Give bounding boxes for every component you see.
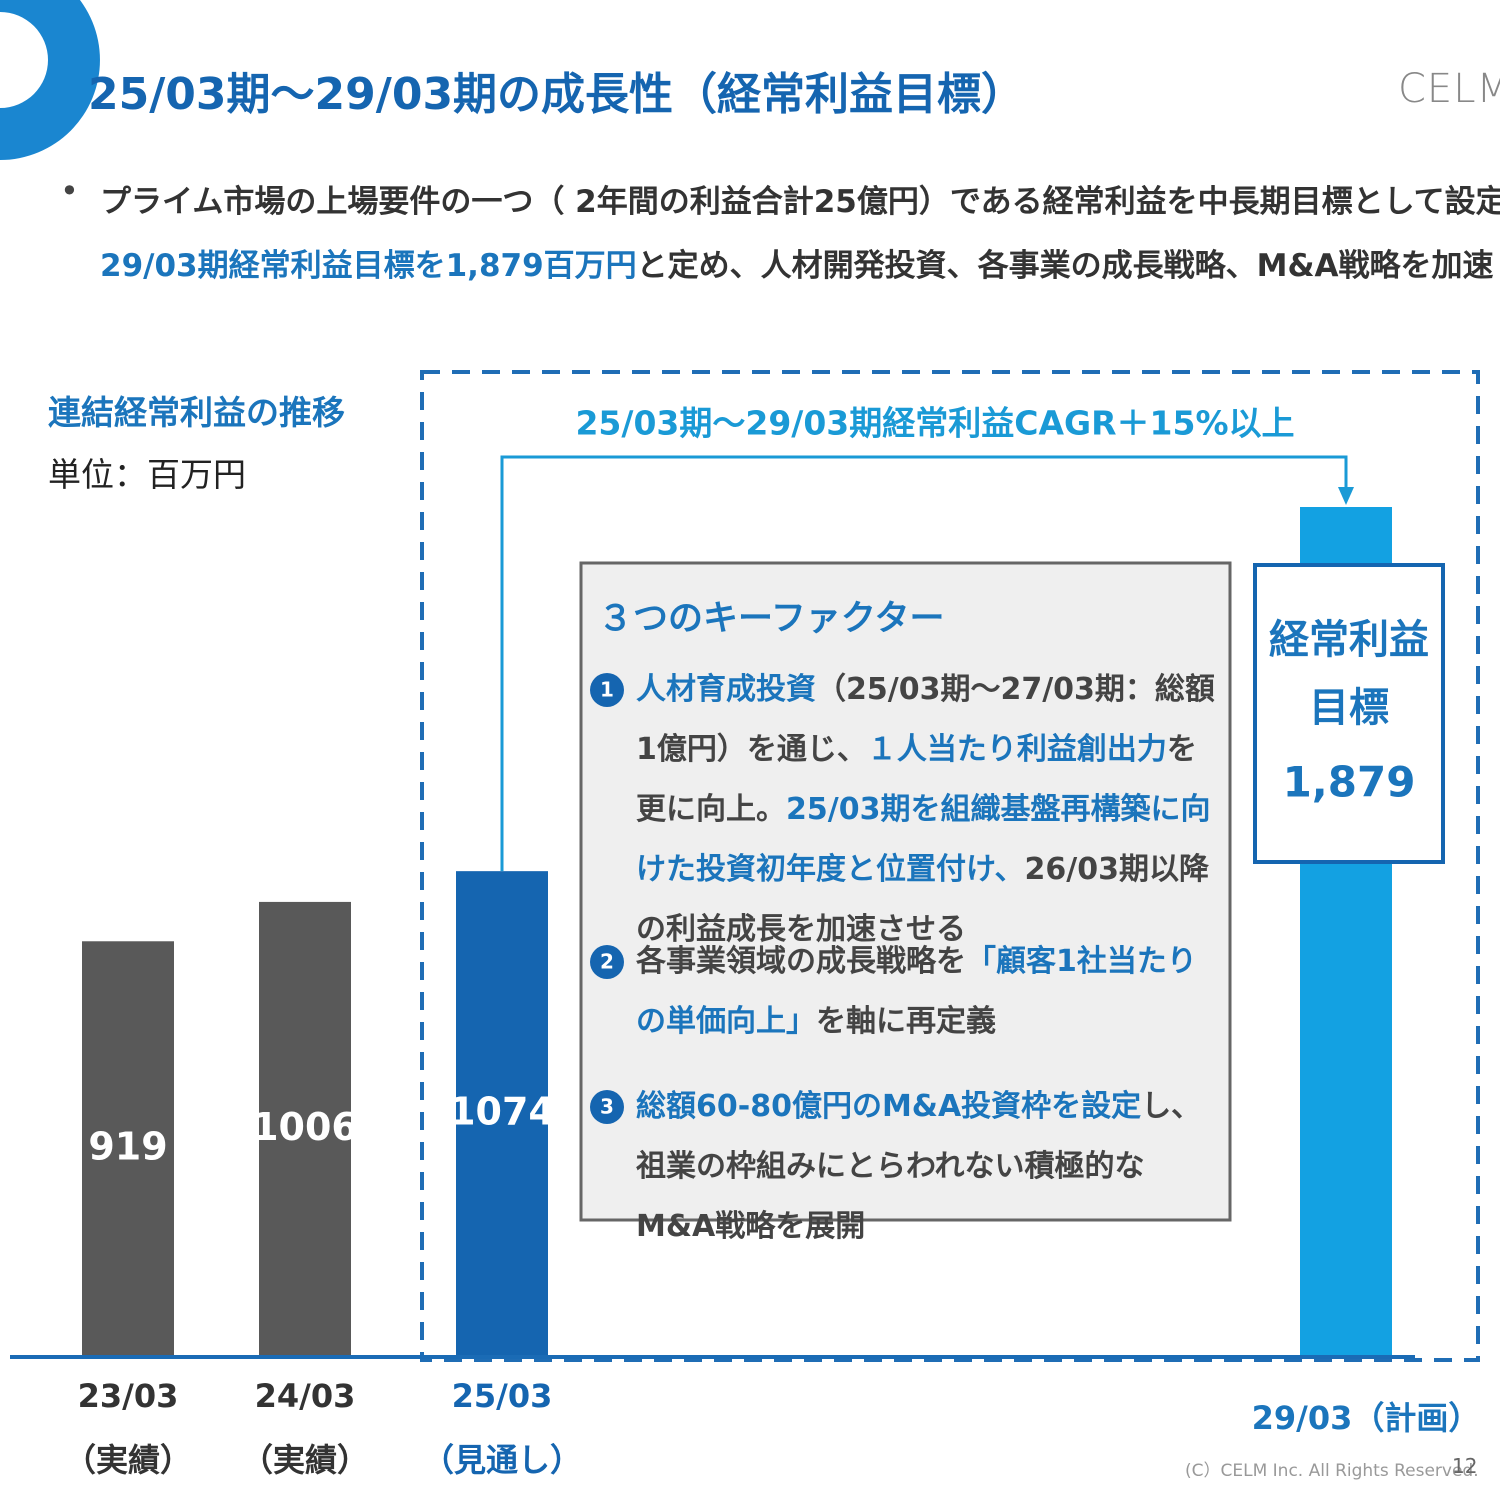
bullet-dot: •	[60, 172, 79, 210]
annotation: 25/03期～29/03期経常利益CAGR＋15%以上	[575, 404, 1294, 443]
text-segment: を更に向上。	[636, 732, 1197, 827]
text-segment: 26/03期以降の利益成長を加速させる	[636, 852, 1209, 947]
item-badge	[590, 1090, 624, 1124]
item-number: 2	[600, 950, 614, 974]
x-tick-label: 24/03	[255, 1377, 356, 1415]
text-segment: 25/03期を組織基盤再構築に向けた投資初年度と位置付け、	[636, 792, 1211, 887]
text-segment: し、祖業の枠組みにとらわれない積極的なM&A戦略を展開	[636, 1089, 1202, 1244]
decoration	[0, 0, 100, 160]
x-tick-label: 29/03（計画）	[1252, 1399, 1481, 1437]
item-badge	[590, 945, 624, 979]
x-tick-label: 23/03	[78, 1377, 179, 1415]
key-factor-box	[579, 561, 1232, 1222]
text-segment: 各事業領域の成長戦略を	[636, 944, 966, 979]
category: 29/03	[1252, 1399, 1353, 1437]
copyright: (C）CELM Inc. All Rights Reserved.	[1185, 1461, 1479, 1481]
x-tick-label: 25/03	[452, 1377, 553, 1415]
bullet-line: 29/03期経常利益目標を1,879百万円と定め、人材開発投資、各事業の成長戦略…	[100, 234, 1500, 298]
text-segment: 29/03期経常利益目標を1,879百万円	[100, 248, 637, 284]
category-note: （見通し）	[422, 1441, 582, 1479]
text-segment: を軸に再定義	[816, 1004, 996, 1039]
category-note: （実績）	[64, 1441, 192, 1479]
item-text: 人材育成投資（25/03期～27/03期：総額1億円）を通じ、１人当たり利益創出…	[636, 660, 1221, 960]
key-factor-title: ３つのキーファクター	[598, 599, 945, 639]
item-text: 各事業領域の成長戦略を「顧客1社当たりの単価向上」を軸に再定義	[636, 932, 1221, 1052]
text-segment: プライム市場の上場要件の一つ（ 2年間の利益合計25億円）である経常利益を中長期…	[100, 184, 1500, 220]
title: 25/03期～29/03期の成長性（経常利益目標）	[88, 69, 1026, 120]
arrow-head	[1338, 487, 1354, 505]
category-note: （計画）	[1352, 1399, 1480, 1437]
cagr-arrow	[500, 455, 1348, 872]
bar	[82, 941, 174, 1357]
value-label: 1,879	[1283, 758, 1416, 807]
bar	[259, 901, 351, 1357]
target-label: 経常利益	[1269, 617, 1429, 663]
target-box	[1253, 563, 1445, 864]
bullet-text: プライム市場の上場要件の一つ（ 2年間の利益合計25億円）である経常利益を中長期…	[100, 170, 1500, 298]
text-segment: 「顧客1社当たりの単価向上」	[636, 944, 1197, 1039]
category-note: （実績）	[241, 1441, 369, 1479]
dashed-frame	[420, 370, 1480, 1362]
text-segment: １人当たり利益創出力	[866, 732, 1167, 767]
item-badge	[590, 673, 624, 707]
text-segment: 総額60-80億円のM&A投資枠を設定	[636, 1089, 1142, 1124]
item-number: 3	[600, 1095, 614, 1119]
bullet-line: プライム市場の上場要件の一つ（ 2年間の利益合計25億円）である経常利益を中長期…	[100, 170, 1500, 234]
text-segment: （25/03期～27/03期：総額1億円）を通じ、	[636, 672, 1215, 767]
chart-title: 連結経常利益の推移	[48, 393, 345, 432]
value-label: 1074	[449, 1090, 555, 1134]
target-label: 目標	[1309, 685, 1389, 731]
bar	[456, 871, 548, 1357]
text-segment: 人材育成投資	[636, 672, 816, 707]
logo: CELM	[1398, 66, 1500, 112]
unit: 単位：百万円	[48, 455, 246, 494]
value-label: 919	[88, 1125, 167, 1169]
text-segment: と定め、人材開発投資、各事業の成長戦略、M&A戦略を加速	[636, 248, 1494, 284]
page-number: 12	[1452, 1454, 1478, 1478]
value-label: 1006	[252, 1105, 358, 1149]
item-text: 総額60-80億円のM&A投資枠を設定し、祖業の枠組みにとらわれない積極的なM&…	[636, 1077, 1221, 1257]
item-number: 1	[600, 678, 614, 702]
